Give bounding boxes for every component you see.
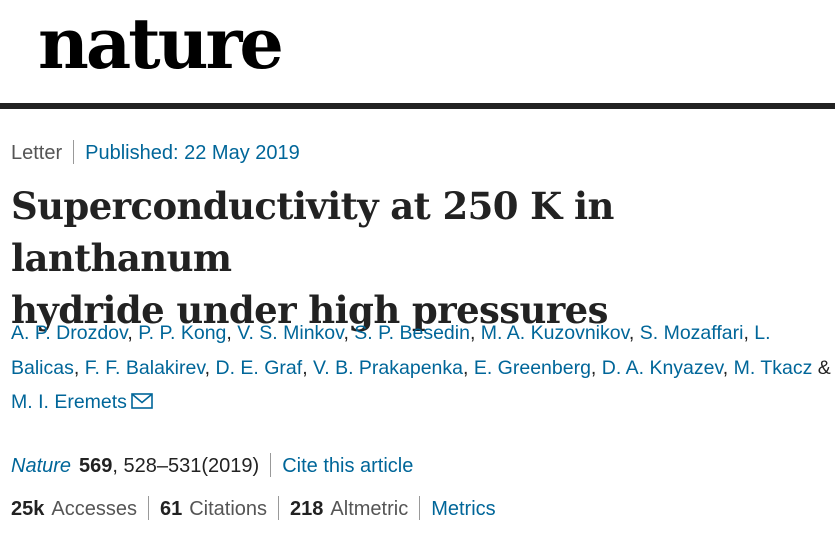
citation-line: Nature 569, 528–531(2019) Cite this articl… [11, 453, 413, 479]
masthead: nature [0, 0, 835, 109]
metrics-link[interactable]: Metrics [431, 498, 496, 520]
metrics-separator [278, 496, 280, 520]
author-link[interactable]: A. P. Drozdov [11, 322, 128, 344]
journal-name: Nature [11, 455, 72, 477]
author-link[interactable]: S. Mozaffari [639, 322, 744, 344]
altmetric-score: 218 [290, 498, 324, 520]
author-link[interactable]: D. A. Knyazev [601, 356, 723, 379]
metrics-separator [419, 496, 421, 520]
header-rule [0, 103, 835, 109]
title-line-2: hydride under high pressures [11, 288, 608, 332]
author-link[interactable]: D. E. Graf [215, 356, 303, 379]
author-list: A. P. Drozdov, P. P. Kong, V. S. Minkov,… [11, 322, 831, 413]
metrics-bar: 25k Accesses 61 Citations 218 Altmetric Metric… [11, 496, 496, 522]
article-type: Letter [11, 142, 63, 164]
article-meta: Letter Published: 22 May 2019 [11, 140, 300, 166]
author-link[interactable]: M. Tkacz [733, 356, 813, 379]
published-date-link[interactable]: Published: 22 May 2019 [85, 142, 300, 164]
author-link[interactable]: F. F. Balakirev [84, 356, 205, 379]
author-link[interactable]: S. P. Besedin [354, 322, 470, 344]
authors-ampersand: & [817, 356, 831, 379]
article-title: Superconductivity at 250 K in lanthanum … [11, 180, 826, 336]
citation-separator [270, 453, 272, 477]
author-link-corresponding[interactable]: M. I. Eremets [11, 391, 127, 413]
author-link[interactable]: P. P. Kong [138, 322, 227, 344]
journal-volume: 569 [79, 455, 113, 477]
metrics-separator [147, 496, 149, 520]
author-link[interactable]: V. S. Minkov [237, 322, 344, 344]
title-line-1: Superconductivity at 250 K in lanthanum [11, 184, 614, 280]
author-link[interactable]: V. B. Prakapenka [313, 356, 463, 379]
author-link[interactable]: M. A. Kuzovnikov [480, 322, 629, 344]
accesses-count: 25k [11, 498, 45, 520]
accesses-label: Accesses [51, 498, 137, 520]
citations-count: 61 [159, 498, 183, 520]
nature-logo[interactable]: nature [38, 2, 284, 85]
author-link[interactable]: L. Balicas [11, 322, 771, 379]
envelope-icon[interactable] [131, 386, 153, 409]
author-link[interactable]: E. Greenberg [473, 356, 591, 379]
citations-label: Citations [189, 498, 268, 520]
altmetric-label: Altmetric [330, 498, 409, 520]
meta-separator [73, 140, 75, 164]
journal-pages: , 528–531(2019) [112, 455, 260, 477]
cite-this-article-link[interactable]: Cite this article [282, 455, 414, 477]
